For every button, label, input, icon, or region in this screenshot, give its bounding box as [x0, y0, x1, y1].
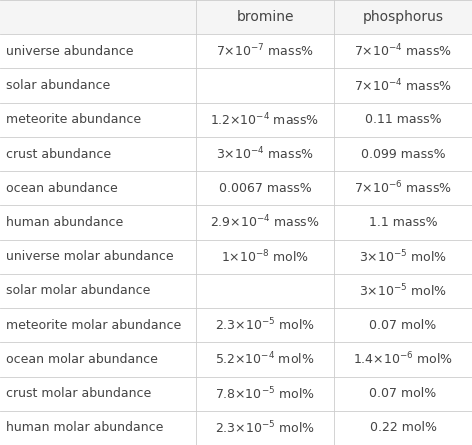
Text: human abundance: human abundance	[6, 216, 123, 229]
Bar	[0, 103, 472, 137]
Bar	[0, 171, 472, 206]
Text: $7{\times}10^{-7}$ mass%: $7{\times}10^{-7}$ mass%	[216, 43, 314, 60]
Bar	[0, 308, 472, 342]
Text: 0.07 mol%: 0.07 mol%	[370, 319, 437, 332]
Bar	[0, 69, 472, 103]
Text: $1{\times}10^{-8}$ mol%: $1{\times}10^{-8}$ mol%	[221, 248, 309, 265]
Bar	[0, 274, 472, 308]
Text: crust abundance: crust abundance	[6, 148, 111, 161]
Text: universe molar abundance: universe molar abundance	[6, 250, 173, 263]
Text: 0.11 mass%: 0.11 mass%	[365, 113, 441, 126]
Bar	[0, 376, 472, 411]
Text: universe abundance: universe abundance	[6, 45, 133, 58]
Text: phosphorus: phosphorus	[362, 10, 444, 24]
Text: $7{\times}10^{-4}$ mass%: $7{\times}10^{-4}$ mass%	[354, 77, 452, 94]
Bar	[0, 0, 472, 34]
Text: $1.2{\times}10^{-4}$ mass%: $1.2{\times}10^{-4}$ mass%	[211, 112, 320, 128]
Text: 0.099 mass%: 0.099 mass%	[361, 148, 446, 161]
Text: $2.3{\times}10^{-5}$ mol%: $2.3{\times}10^{-5}$ mol%	[215, 420, 315, 436]
Bar	[0, 137, 472, 171]
Text: 0.07 mol%: 0.07 mol%	[370, 387, 437, 400]
Text: meteorite molar abundance: meteorite molar abundance	[6, 319, 181, 332]
Text: 0.22 mol%: 0.22 mol%	[370, 421, 437, 434]
Text: ocean abundance: ocean abundance	[6, 182, 118, 195]
Text: $7.8{\times}10^{-5}$ mol%: $7.8{\times}10^{-5}$ mol%	[215, 385, 315, 402]
Text: human molar abundance: human molar abundance	[6, 421, 163, 434]
Bar	[0, 411, 472, 445]
Text: 1.1 mass%: 1.1 mass%	[369, 216, 438, 229]
Bar	[0, 239, 472, 274]
Text: meteorite abundance: meteorite abundance	[6, 113, 141, 126]
Text: $3{\times}10^{-5}$ mol%: $3{\times}10^{-5}$ mol%	[359, 283, 447, 299]
Text: solar abundance: solar abundance	[6, 79, 110, 92]
Text: $7{\times}10^{-4}$ mass%: $7{\times}10^{-4}$ mass%	[354, 43, 452, 60]
Text: $3{\times}10^{-5}$ mol%: $3{\times}10^{-5}$ mol%	[359, 248, 447, 265]
Text: $1.4{\times}10^{-6}$ mol%: $1.4{\times}10^{-6}$ mol%	[353, 351, 453, 368]
Text: crust molar abundance: crust molar abundance	[6, 387, 151, 400]
Text: 0.0067 mass%: 0.0067 mass%	[219, 182, 312, 195]
Text: bromine: bromine	[236, 10, 294, 24]
Text: $2.3{\times}10^{-5}$ mol%: $2.3{\times}10^{-5}$ mol%	[215, 317, 315, 333]
Text: $3{\times}10^{-4}$ mass%: $3{\times}10^{-4}$ mass%	[216, 146, 314, 162]
Text: $5.2{\times}10^{-4}$ mol%: $5.2{\times}10^{-4}$ mol%	[215, 351, 315, 368]
Text: $2.9{\times}10^{-4}$ mass%: $2.9{\times}10^{-4}$ mass%	[210, 214, 320, 231]
Text: ocean molar abundance: ocean molar abundance	[6, 353, 158, 366]
Bar	[0, 342, 472, 376]
Bar	[0, 206, 472, 239]
Bar	[0, 34, 472, 69]
Text: $7{\times}10^{-6}$ mass%: $7{\times}10^{-6}$ mass%	[354, 180, 452, 197]
Text: solar molar abundance: solar molar abundance	[6, 284, 150, 297]
